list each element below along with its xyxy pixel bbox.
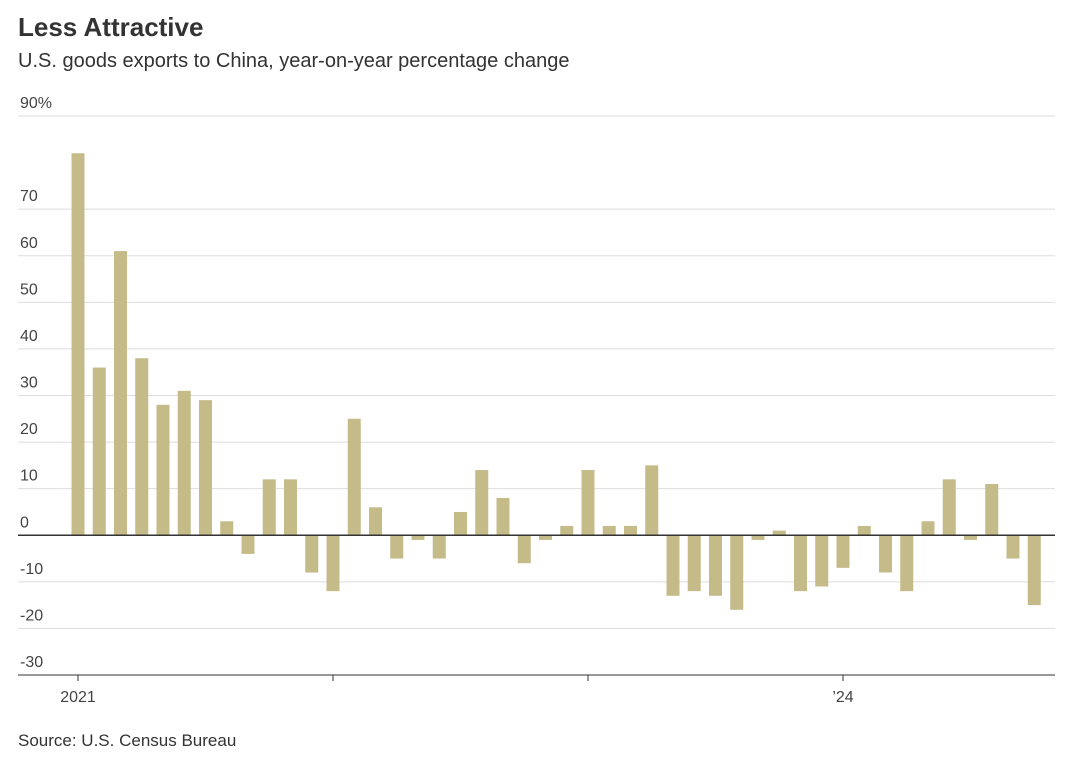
bar [815,535,829,587]
bar [1006,535,1020,559]
bar [964,535,977,540]
bar [1027,535,1041,606]
y-tick-label: 90% [20,95,52,112]
bar [879,535,892,573]
bar [602,525,616,536]
y-tick-label: 50 [20,281,38,298]
bar [241,535,255,554]
y-tick-label: 20 [20,421,38,438]
bar [156,404,170,536]
bar [305,535,319,573]
y-tick-label: -10 [20,561,43,578]
bar [985,484,999,536]
y-tick-label: 10 [20,468,38,485]
bar [836,535,850,568]
bar [199,400,212,536]
y-tick-label: -30 [20,654,43,671]
bar [496,497,510,536]
bar [347,418,361,536]
bar [730,535,744,610]
bar [114,251,127,536]
bar [687,535,701,592]
source: Source: U.S. Census Bureau [18,731,236,750]
bar [92,367,106,536]
x-tick-label: ’24 [832,689,853,706]
y-tick-label: 70 [20,188,38,205]
bar [751,535,765,540]
y-tick-label: -20 [20,607,43,624]
bar [645,465,659,536]
bar [220,521,234,536]
bar [666,535,680,596]
bar [369,507,382,536]
bar [857,525,871,536]
bar [624,525,637,536]
bar [326,535,340,592]
bar [475,470,489,536]
bar [581,470,595,536]
bar [390,535,404,559]
x-tick-label: 2021 [60,689,96,706]
bar [454,511,467,536]
bar [921,521,935,536]
y-tick-label: 0 [20,514,29,531]
y-tick-label: 60 [20,235,38,252]
chart-subtitle: U.S. goods exports to China, year-on-yea… [18,50,569,72]
y-tick-label: 40 [20,328,38,345]
bar [709,535,722,596]
y-tick-label: 30 [20,375,38,392]
bar [284,479,297,536]
bar [942,479,956,536]
bar [432,535,446,559]
bar [411,535,425,540]
bar [71,153,85,536]
bar [772,530,786,536]
bar [900,535,914,592]
bar [794,535,807,592]
bar [135,358,149,536]
bar [262,479,276,536]
bar [539,535,552,540]
bar [560,525,574,536]
chart-title: Less Attractive [18,12,203,42]
bar [177,390,191,536]
bar [517,535,531,564]
